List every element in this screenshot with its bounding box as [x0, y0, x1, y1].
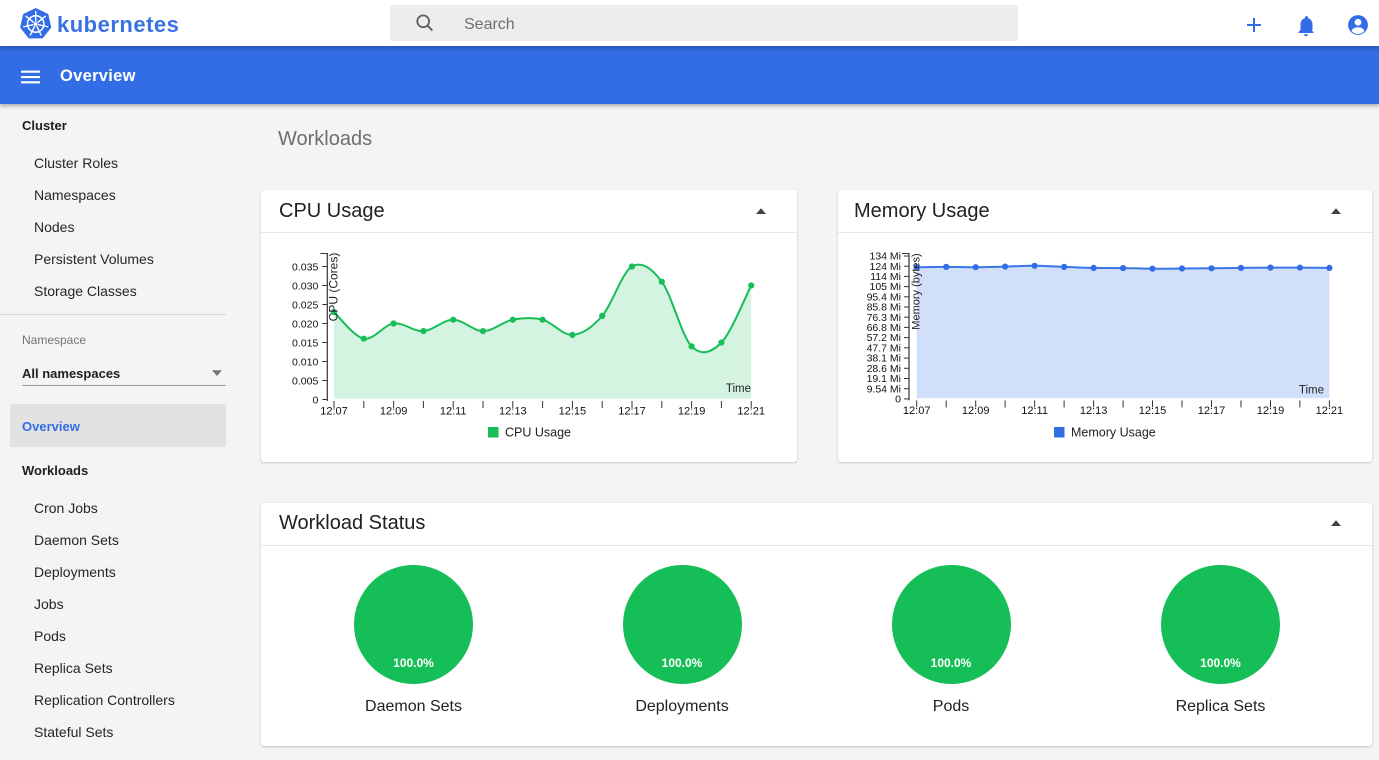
svg-text:12:17: 12:17	[618, 406, 646, 418]
svg-text:57.2 Mi: 57.2 Mi	[867, 332, 901, 344]
svg-text:66.8 Mi: 66.8 Mi	[867, 322, 901, 334]
svg-text:0.035: 0.035	[292, 261, 318, 273]
svg-text:95.4 Mi: 95.4 Mi	[867, 291, 901, 303]
svg-text:12:21: 12:21	[1316, 405, 1344, 417]
svg-text:0: 0	[895, 394, 901, 406]
svg-text:0.030: 0.030	[292, 280, 318, 292]
svg-text:12:09: 12:09	[380, 406, 408, 418]
svg-text:Memory (bytes): Memory (bytes)	[911, 253, 923, 329]
svg-text:38.1 Mi: 38.1 Mi	[867, 353, 901, 365]
svg-text:114 Mi: 114 Mi	[870, 271, 901, 283]
svg-text:CPU (Cores): CPU (Cores)	[327, 253, 341, 322]
svg-text:0.010: 0.010	[292, 356, 318, 368]
svg-text:105 Mi: 105 Mi	[869, 281, 901, 293]
svg-text:12:21: 12:21	[737, 406, 765, 418]
svg-text:76.3 Mi: 76.3 Mi	[867, 312, 901, 324]
svg-text:85.8 Mi: 85.8 Mi	[867, 302, 901, 314]
svg-text:12:11: 12:11	[1021, 405, 1048, 417]
svg-text:12:17: 12:17	[1198, 405, 1226, 417]
svg-text:Time: Time	[726, 383, 751, 395]
svg-text:0.025: 0.025	[292, 299, 318, 311]
svg-text:12:15: 12:15	[559, 406, 587, 418]
svg-text:19.1 Mi: 19.1 Mi	[867, 373, 901, 385]
svg-text:124 Mi: 124 Mi	[869, 261, 901, 273]
svg-text:0.005: 0.005	[292, 375, 318, 387]
svg-text:0.020: 0.020	[292, 318, 318, 330]
svg-text:12:19: 12:19	[1257, 405, 1285, 417]
svg-text:12:11: 12:11	[440, 406, 467, 418]
svg-text:12:13: 12:13	[499, 406, 527, 418]
svg-text:28.6 Mi: 28.6 Mi	[867, 363, 901, 375]
svg-text:12:15: 12:15	[1139, 405, 1167, 417]
svg-text:12:13: 12:13	[1080, 405, 1108, 417]
svg-text:12:07: 12:07	[903, 405, 931, 417]
svg-text:134 Mi: 134 Mi	[869, 251, 901, 263]
svg-text:CPU Usage: CPU Usage	[505, 426, 571, 440]
svg-text:Time: Time	[1299, 385, 1324, 397]
svg-text:47.7 Mi: 47.7 Mi	[867, 342, 901, 354]
svg-text:9.54 Mi: 9.54 Mi	[867, 383, 901, 395]
svg-text:0.015: 0.015	[292, 337, 318, 349]
svg-text:Memory Usage: Memory Usage	[1071, 426, 1156, 440]
svg-text:12:19: 12:19	[678, 406, 706, 418]
svg-text:12:09: 12:09	[962, 405, 990, 417]
svg-text:0: 0	[312, 394, 318, 406]
svg-text:12:07: 12:07	[320, 406, 348, 418]
